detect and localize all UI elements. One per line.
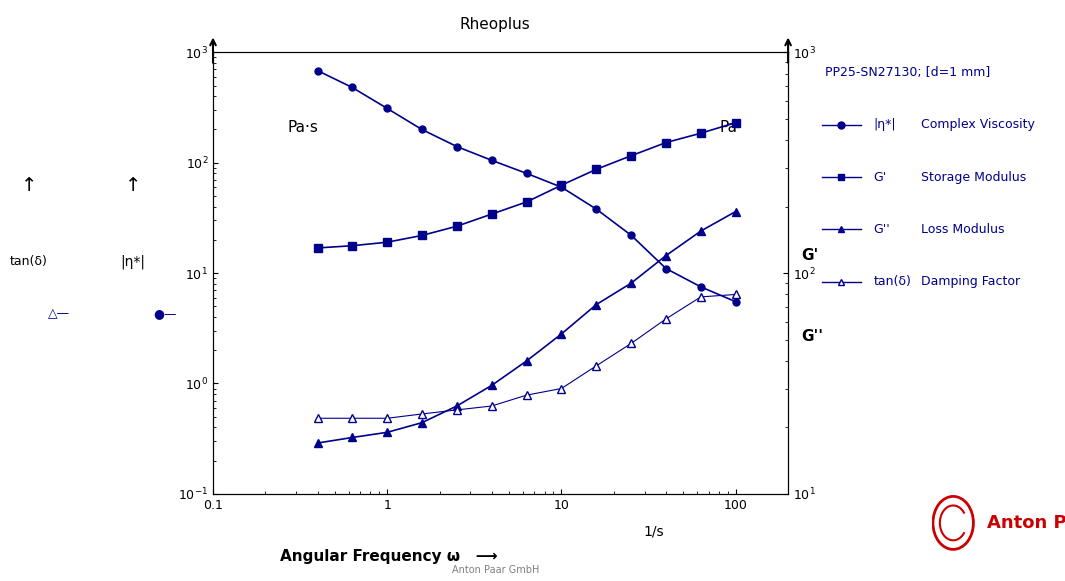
Text: |η*|: |η*|	[873, 119, 896, 131]
Text: ↑: ↑	[125, 177, 142, 195]
Text: ●—: ●—	[153, 307, 177, 320]
Text: Angular Frequency ω   ⟶: Angular Frequency ω ⟶	[280, 548, 497, 564]
Text: G'': G''	[873, 223, 890, 236]
Text: ↑: ↑	[20, 177, 37, 195]
Text: PP25-SN27130; [d=1 mm]: PP25-SN27130; [d=1 mm]	[825, 66, 990, 79]
Text: |η*|: |η*|	[120, 254, 146, 268]
Text: Storage Modulus: Storage Modulus	[921, 171, 1027, 184]
Text: tan(δ): tan(δ)	[10, 255, 48, 268]
Text: Rheoplus: Rheoplus	[460, 17, 530, 33]
Text: 1/s: 1/s	[643, 525, 665, 539]
Text: Anton Paar GmbH: Anton Paar GmbH	[452, 565, 539, 575]
Text: Pa·s: Pa·s	[288, 120, 318, 135]
Text: Complex Viscosity: Complex Viscosity	[921, 119, 1035, 131]
Text: Damping Factor: Damping Factor	[921, 275, 1020, 288]
Text: tan(δ): tan(δ)	[873, 275, 912, 288]
Text: △—: △—	[48, 307, 69, 320]
Text: G': G'	[801, 248, 818, 263]
Text: G'': G''	[801, 329, 823, 345]
Text: G': G'	[873, 171, 886, 184]
Text: Anton Paar: Anton Paar	[987, 514, 1065, 532]
Text: Loss Modulus: Loss Modulus	[921, 223, 1004, 236]
Text: Pa: Pa	[719, 120, 737, 135]
